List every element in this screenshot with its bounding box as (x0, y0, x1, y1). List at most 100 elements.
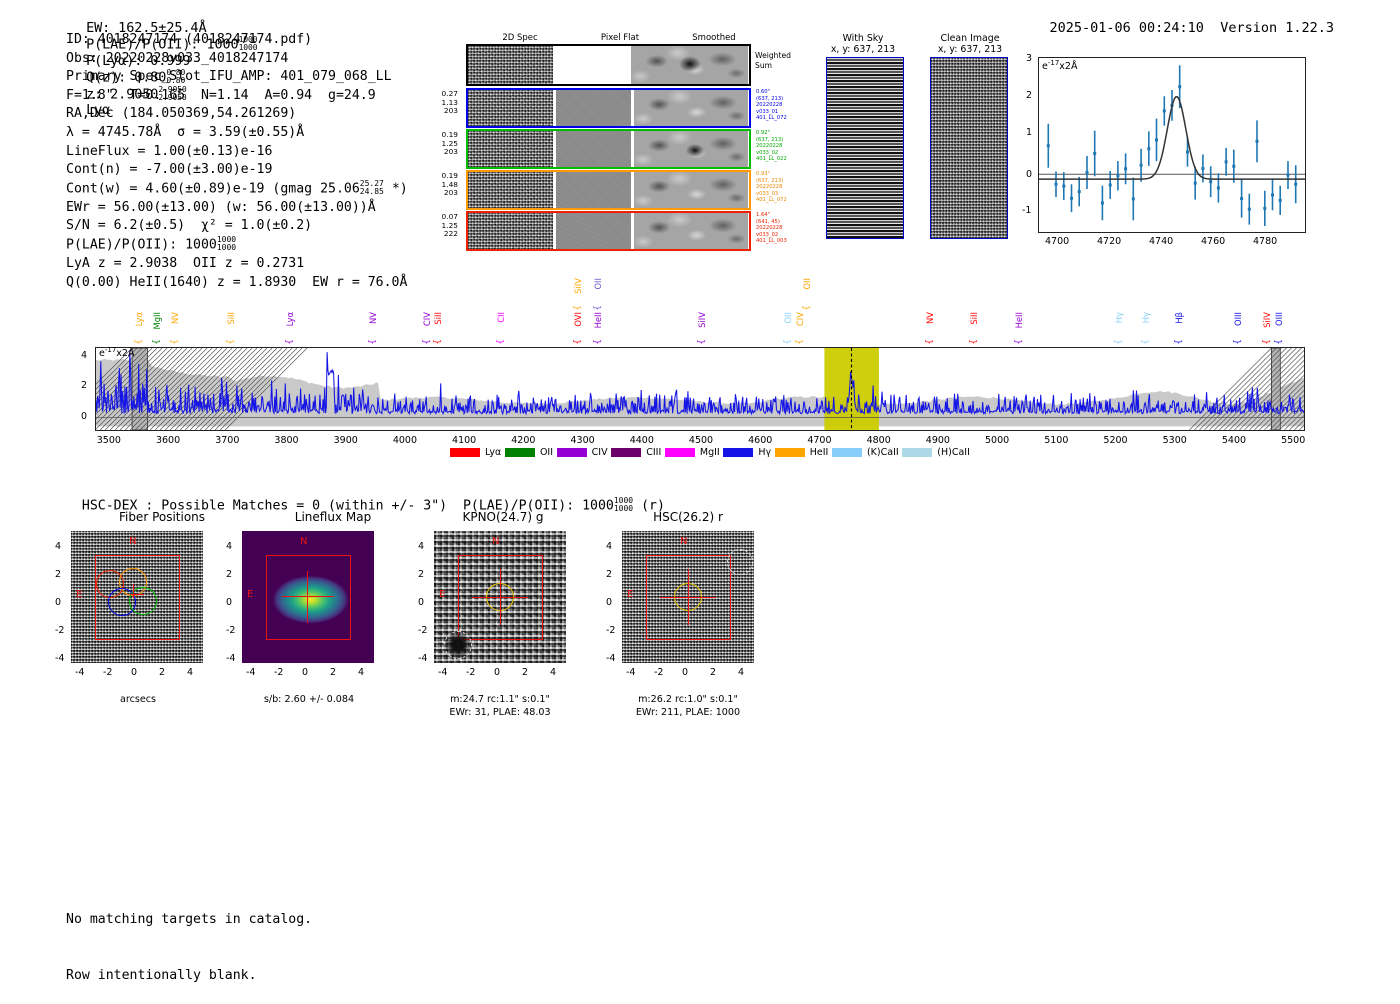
line-id-OIII-23: OIII (1232, 312, 1243, 327)
cutout-0-xtick-4: 4 (187, 667, 194, 678)
cutout-1-ytick-2: 0 (226, 597, 233, 608)
compass-e-4: E (627, 589, 634, 600)
spectrum-xtick-3700: 3700 (215, 435, 240, 446)
line-id-bracket-17: { (924, 339, 935, 345)
line-id-SiIV-24: SiIV (1262, 312, 1273, 328)
legend-item-Hγ: Hγ (723, 447, 771, 458)
col-title-2dspec: 2D Spec (502, 33, 538, 43)
row4-pixelflat-image (556, 213, 631, 249)
kpno-panel: N E (434, 531, 566, 663)
header-qz-fraction: 0.80 0.80 (166, 67, 186, 86)
kpno-caption: m:24.7 rc:1.1" s:0.1" EWr: 31, PLAE: 48.… (449, 694, 551, 718)
line-id-bracket-12: { (593, 305, 604, 311)
line-id-bracket-7: { (433, 339, 444, 345)
line-id-CIV-6: CIV (421, 312, 432, 327)
info-line-id: ID: 4018247174 (4018247174.pdf) (66, 32, 313, 47)
fiber-positions-title: Fiber Positions (118, 510, 206, 524)
cutout-2-xtick-1: -2 (466, 667, 476, 678)
line-id-bracket-25: { (1274, 339, 1285, 345)
row-meta-2: 0.92" (637, 213) 20220228 v033_02 401_LL_02… (756, 130, 787, 163)
hscdex-text-pre: HSC-DEX : Possible Matches = 0 (within +… (81, 498, 614, 514)
cutout-2-xtick-3: 2 (522, 667, 529, 678)
compass-n-4: N (680, 536, 688, 547)
weighted-sum-2dspec-image (468, 46, 553, 84)
linefit-ytick-neg1: -1 (1022, 205, 1032, 216)
row-stats-1: 0.27 1.13 203 (441, 89, 458, 116)
line-id-bracket-19: { (1013, 339, 1024, 345)
spectrum-xtick-4400: 4400 (629, 435, 654, 446)
weighted-sum-label: Weighted Sum (755, 51, 791, 70)
compass-n-2: N (300, 536, 308, 547)
legend-item-(H)CaII: (H)CaII (902, 447, 970, 458)
info-line-ewr: EWr = 56.00(±13.00) (w: 56.00(±13.00))Å (66, 199, 376, 215)
with-sky-title: With Sky x, y: 637, 213 (830, 33, 896, 55)
line-id-bracket-23: { (1232, 339, 1243, 345)
line-id-MgII-1: MgII (152, 312, 163, 330)
legend-label-CIII: CIII (646, 447, 662, 458)
header-z-line: Lyα (86, 102, 111, 119)
hscdex-fraction: 1000 1000 (613, 496, 634, 514)
legend-swatch-Lyα (450, 448, 480, 457)
weighted-sum-pixelflat-image (553, 46, 631, 84)
cutout-1-xtick-2: 0 (302, 667, 309, 678)
line-id-NV-17: NV (924, 312, 935, 324)
cutout-0-ytick-4: -4 (55, 653, 65, 664)
lineflux-map-panel: N E (242, 531, 374, 663)
linefit-ytick-3: 3 (1026, 53, 1033, 64)
gmag-fraction: 25.27 24.85 (359, 178, 384, 197)
line-fit-svg (1038, 65, 1306, 226)
spectrum-xtick-4800: 4800 (866, 435, 891, 446)
cutout-1-xtick-4: 4 (358, 667, 365, 678)
spec2d-row-3 (466, 170, 751, 210)
line-id-SiII-18: SiII (969, 312, 980, 325)
header-version: Version 1.22.3 (1220, 20, 1334, 36)
cutout-0-ytick-0: 4 (55, 541, 62, 552)
spectrum-xtick-4200: 4200 (511, 435, 536, 446)
row-stats-2: 0.19 1.25 203 (441, 130, 458, 157)
row2-pixelflat-image (556, 131, 631, 167)
spectrum-xtick-5000: 5000 (985, 435, 1010, 446)
info-plae-fraction: 1000 1000 (216, 234, 237, 253)
header-z-fraction: 2.9050 2.9050 (158, 84, 187, 102)
line-id-Hγ-21: Hγ (1141, 312, 1152, 324)
cutout-0-xtick-3: 2 (159, 667, 166, 678)
cutout-0-ytick-1: 2 (55, 569, 62, 580)
cutout-1-xtick-1: -2 (274, 667, 284, 678)
with-sky-image (826, 57, 904, 239)
cutout-2-ytick-1: 2 (418, 569, 425, 580)
cutout-0-ytick-2: 0 (55, 597, 62, 608)
line-id-bracket-21: { (1141, 339, 1152, 345)
spectrum-xtick-5100: 5100 (1044, 435, 1069, 446)
cutout-3-xtick-0: -4 (626, 667, 636, 678)
line-id-bracket-15: { (794, 339, 805, 345)
legend-label-HeII: HeII (809, 447, 829, 458)
legend-label-CIV: CIV (591, 447, 608, 458)
header-z-label: z: 2.9050 (86, 85, 159, 102)
clean-image (930, 57, 1008, 239)
row1-pixelflat-image (556, 90, 631, 126)
footer-note: No matching targets in catalog. Row inte… (66, 874, 312, 1004)
line-id-bracket-16: { (801, 305, 812, 311)
spectrum-ytick-2: 2 (81, 380, 88, 391)
legend-swatch-(H)CaII (902, 448, 933, 457)
fiber-positions-xlabel: arcsecs (119, 694, 157, 705)
footer-line-1: No matching targets in catalog. (66, 912, 313, 928)
info-line-obs: Obs: 20220228v033_4018247174 (66, 50, 289, 66)
spectrum-ytick-0: 0 (81, 411, 88, 422)
info-line-sn: S/N = 6.2(±0.5) χ² = 1.0(±0.2) (66, 218, 313, 234)
legend-label-Lyα: Lyα (485, 447, 502, 458)
line-id-OII-16: OII (801, 278, 812, 290)
row1-2dspec-image (468, 90, 553, 126)
header-qz-label: Q(z): 0.80 (86, 69, 167, 86)
hscdex-summary: HSC-DEX : Possible Matches = 0 (within +… (66, 482, 665, 514)
line-fit-plot: e-17x2Å 3 2 1 0 -1 4700 4720 4740 4760 4… (1022, 53, 1306, 247)
fiber-circle-green (129, 587, 157, 615)
linefit-ytick-0: 0 (1026, 169, 1033, 180)
row2-2dspec-image (468, 131, 553, 167)
cutout-3-xtick-4: 4 (738, 667, 745, 678)
legend-item-Lyα: Lyα (450, 447, 501, 458)
weighted-sum-strip (466, 44, 751, 86)
line-id-bracket-8: { (495, 339, 506, 345)
info-line-contn: Cont(n) = -7.00(±3.00)e-19 (66, 162, 273, 178)
compass-n-3: N (492, 536, 500, 547)
